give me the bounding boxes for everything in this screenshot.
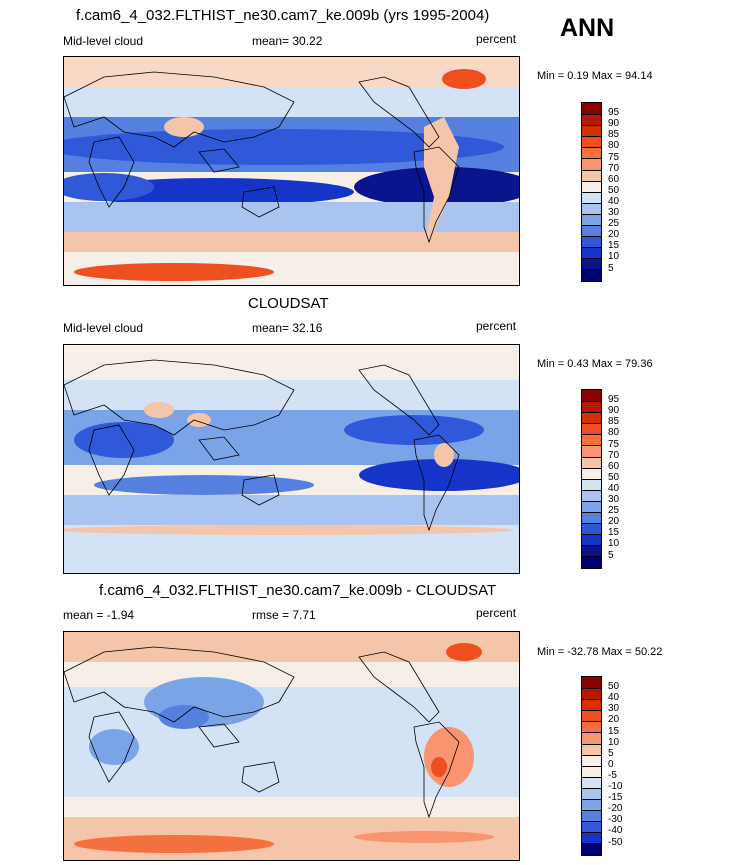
colorbar-tick: 25 [608,505,620,516]
colorbar-tick: 0 [608,759,614,770]
colorbar-tick: 75 [608,152,620,163]
panel-2-minmax: Min = 0.43 Max = 79.36 [537,358,653,370]
panel-1-minmax: Min = 0.19 Max = 94.14 [537,70,653,82]
panel-1-title: f.cam6_4_032.FLTHIST_ne30.cam7_ke.009b (… [76,7,490,24]
panel-2-units: percent [476,319,517,333]
colorbar-tick: 5 [608,748,614,759]
panel-2-left-label: Mid-level cloud [63,321,144,335]
colorbar-tick: 75 [608,439,620,450]
colorbar-tick: 30 [608,207,620,218]
colorbar-tick: 90 [608,118,620,129]
panel-3-title: f.cam6_4_032.FLTHIST_ne30.cam7_ke.009b -… [99,582,497,599]
panel-2-colorbar [581,389,602,569]
model-cloud-map [64,57,519,285]
colorbar-tick: 25 [608,218,620,229]
colorbar-tick: 10 [608,538,620,549]
colorbar-tick: 95 [608,107,620,118]
panel-1-left-label: Mid-level cloud [63,34,144,48]
colorbar-tick: 50 [608,472,620,483]
colorbar-tick: 80 [608,140,620,151]
colorbar-tick: -50 [608,837,623,848]
colorbar-tick: 40 [608,196,620,207]
colorbar-tick: 60 [608,461,620,472]
panel-3-units: percent [476,606,517,620]
panel-1-mean: mean= 30.22 [252,34,323,48]
panel-2-mean: mean= 32.16 [252,321,323,335]
panel-3-map [63,631,520,861]
colorbar-tick: 50 [608,185,620,196]
colorbar-tick: 70 [608,450,620,461]
coastlines [64,71,460,244]
panel-1-map [63,56,520,286]
coastlines [64,646,460,819]
colorbar-tick: 20 [608,714,620,725]
panel-2-title: CLOUDSAT [248,295,329,312]
colorbar-tick: 85 [608,129,620,140]
colorbar-tick: 10 [608,737,620,748]
colorbar-tick: 10 [608,251,620,262]
colorbar-tick: 5 [608,550,614,561]
panel-3-mean: mean = -1.94 [63,608,135,622]
panel-3-rmse: rmse = 7.71 [252,608,316,622]
colorbar-tick: -15 [608,792,623,803]
colorbar-tick: 15 [608,726,620,737]
panel-1-colorbar [581,102,602,282]
colorbar-tick: 40 [608,692,620,703]
colorbar-tick: 60 [608,174,620,185]
colorbar-tick: -20 [608,803,623,814]
coastlines [64,359,460,532]
colorbar-tick: 80 [608,427,620,438]
colorbar-tick: 70 [608,163,620,174]
panel-3-minmax: Min = -32.78 Max = 50.22 [537,646,663,658]
colorbar-tick: -30 [608,814,623,825]
colorbar-tick: 40 [608,483,620,494]
colorbar-tick: -40 [608,825,623,836]
colorbar-tick: 95 [608,394,620,405]
colorbar-tick: -5 [608,770,617,781]
season-label: ANN [560,14,615,42]
colorbar-tick: 15 [608,527,620,538]
panel-1-units: percent [476,32,517,46]
cloudsat-cloud-map [64,345,519,573]
panel-2-map [63,344,520,574]
colorbar-tick: 15 [608,240,620,251]
colorbar-tick: 50 [608,681,620,692]
colorbar-tick: 30 [608,494,620,505]
colorbar-tick: 20 [608,516,620,527]
difference-map [64,632,519,860]
panel-3-colorbar [581,676,602,856]
colorbar-tick: 5 [608,263,614,274]
colorbar-tick: 30 [608,703,620,714]
colorbar-tick: 20 [608,229,620,240]
colorbar-tick: -10 [608,781,623,792]
colorbar-tick: 90 [608,405,620,416]
colorbar-tick: 85 [608,416,620,427]
